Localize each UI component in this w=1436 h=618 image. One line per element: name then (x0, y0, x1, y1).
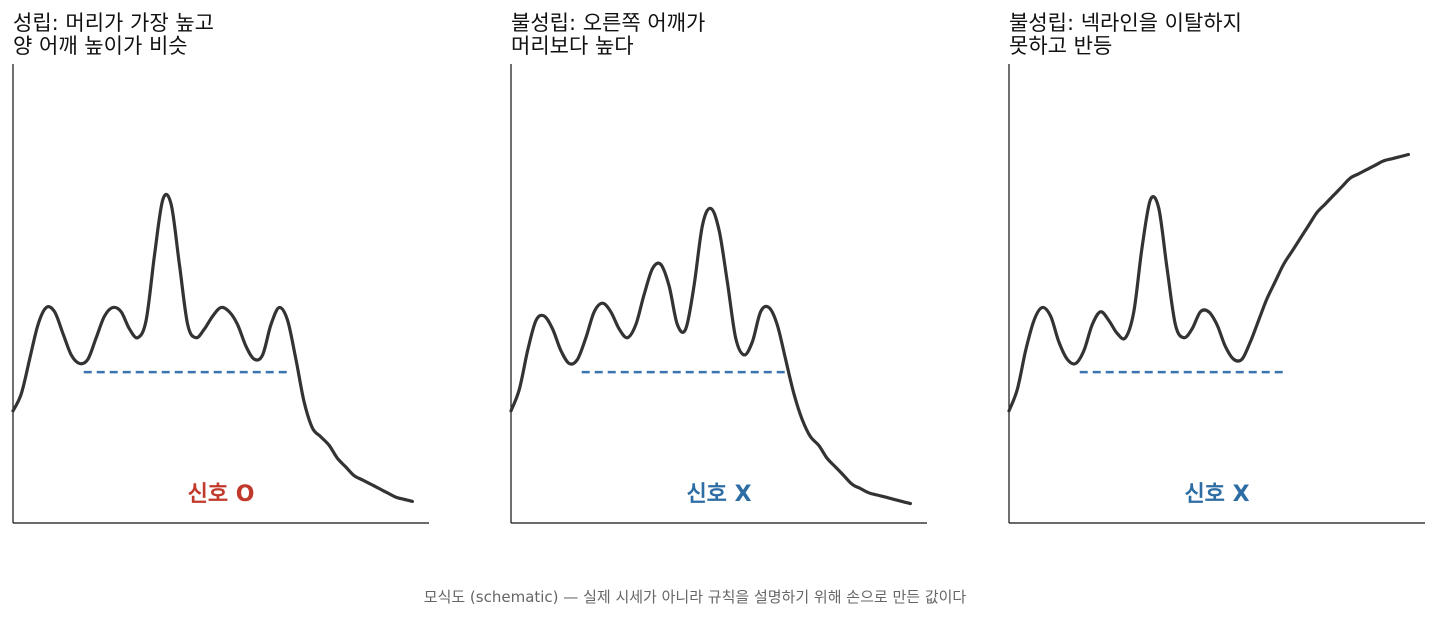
panel-title-line: 성립: 머리가 가장 높고 (13, 11, 214, 35)
panel-title-line: 불성립: 넥라인을 이탈하지 (1009, 11, 1242, 35)
signal-label: 신호 X (686, 482, 751, 507)
price-series-line (509, 206, 912, 506)
price-series-line (11, 192, 414, 503)
panel-title-line: 양 어깨 높이가 비슷 (13, 34, 188, 58)
figure-caption: 모식도 (schematic) — 실제 시세가 아니라 규칙을 설명하기 위해… (424, 588, 967, 606)
signal-label: 신호 X (1184, 482, 1249, 507)
signal-label: 신호 O (188, 482, 255, 507)
panel-title-line: 못하고 반등 (1009, 34, 1112, 58)
panel-title-line: 머리보다 높다 (511, 34, 634, 58)
panel-title-line: 불성립: 오른쪽 어깨가 (511, 11, 705, 35)
price-series-line (1007, 152, 1410, 413)
